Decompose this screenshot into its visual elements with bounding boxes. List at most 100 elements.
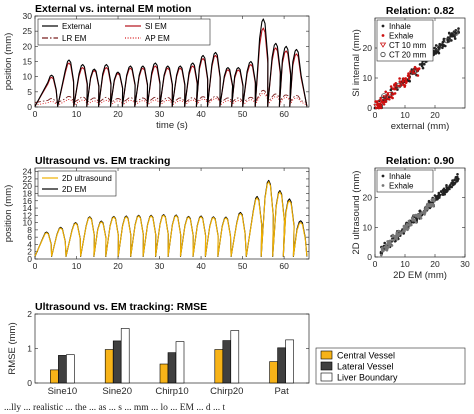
scatter-point xyxy=(432,52,436,56)
scatter-point xyxy=(402,77,405,80)
x-tick-label: 30 xyxy=(155,261,165,271)
series-line-ap-em xyxy=(34,92,308,106)
bar xyxy=(159,363,169,384)
y-tick-label: 4 xyxy=(27,239,32,249)
scatter-point xyxy=(392,85,400,91)
scatter-point xyxy=(380,253,383,257)
y-tick-label: 12 xyxy=(23,210,33,220)
y-tick-label: 0 xyxy=(27,254,32,264)
scatter-point xyxy=(453,178,457,181)
chart-title: Ultrasound vs. EM tracking xyxy=(35,155,170,167)
scatter-point xyxy=(386,240,389,243)
scatter-point xyxy=(441,43,444,47)
scatter-point xyxy=(437,191,441,195)
scatter-point xyxy=(456,173,459,176)
bar xyxy=(277,347,286,384)
chart-title: External vs. internal EM motion xyxy=(35,3,191,15)
legend-swatch xyxy=(320,361,333,371)
y-tick-label: 30 xyxy=(23,11,33,21)
legend-swatch xyxy=(320,372,333,382)
y-axis-label: 2D ultrasound (mm) xyxy=(351,171,362,255)
y-tick-label: 20 xyxy=(23,181,33,191)
scatter-point xyxy=(402,227,406,230)
scatter-point xyxy=(450,39,453,42)
x-tick-label: 0 xyxy=(373,259,378,269)
legend-label: CT 10 mm xyxy=(389,41,427,50)
x-tick-label: 0 xyxy=(33,261,38,271)
y-tick-label: 16 xyxy=(23,196,33,206)
scatter-point xyxy=(411,69,417,75)
y-tick-label: 0 xyxy=(367,252,372,262)
chart-4: Ultrasound vs. EM tracking: RMSE 0 1 2 RMSE … xyxy=(7,301,310,397)
scatter-point xyxy=(417,216,420,219)
legend-marker xyxy=(381,34,385,37)
bar xyxy=(58,355,67,384)
legend-marker xyxy=(379,42,387,48)
series-line-2d-em xyxy=(34,179,308,258)
y-tick-label: 20 xyxy=(363,43,373,53)
scatter-point xyxy=(427,199,431,203)
scatter-point xyxy=(402,232,406,235)
x-tick-label: 40 xyxy=(196,109,206,119)
scatter-point xyxy=(453,30,459,36)
scatter-point xyxy=(384,243,388,247)
legend-label: Exhale xyxy=(389,182,414,191)
scatter-point xyxy=(435,45,441,51)
scatter-point xyxy=(381,93,387,99)
scatter-point xyxy=(419,212,423,216)
series-line-external xyxy=(34,18,308,107)
bar xyxy=(50,369,59,384)
bar xyxy=(285,339,294,384)
scatter-point xyxy=(412,218,415,222)
legend-swatch xyxy=(320,350,333,360)
y-tick-label: 10 xyxy=(363,73,373,83)
scatter-point xyxy=(431,198,435,201)
scatter-point xyxy=(416,74,420,77)
x-tick-label: 60 xyxy=(279,261,289,271)
scatter-point xyxy=(384,90,388,94)
scatter-point xyxy=(379,106,383,110)
legend-box xyxy=(376,19,434,62)
scatter-point xyxy=(392,238,396,242)
legend-marker xyxy=(381,24,385,28)
x-tick-label: 50 xyxy=(238,109,248,119)
legend-label: External xyxy=(62,22,92,31)
x-tick-label: 20 xyxy=(430,110,440,120)
series-line-lr-em xyxy=(34,89,308,103)
scatter-point xyxy=(385,245,388,249)
scatter-point xyxy=(382,249,385,252)
scatter-point xyxy=(377,106,381,110)
chart-0: External vs. internal EM motion 0 5 10 15 20 2… xyxy=(3,3,310,131)
scatter-point xyxy=(410,216,414,220)
scatter-point xyxy=(442,40,445,43)
scatter-point xyxy=(423,213,426,216)
scatter-point xyxy=(403,229,406,233)
legend-box xyxy=(315,347,466,385)
legend-box xyxy=(37,18,211,46)
scatter-point xyxy=(379,251,383,255)
bar xyxy=(222,340,232,384)
scatter-point xyxy=(440,190,443,194)
scatter-point xyxy=(374,100,377,103)
scatter-point xyxy=(438,42,442,46)
series-line-2d-ultrasound xyxy=(34,181,308,257)
legend-label: 2D EM xyxy=(62,185,87,194)
scatter-point xyxy=(415,217,419,221)
x-tick-label: Pat xyxy=(274,386,289,397)
scatter-point xyxy=(384,248,388,251)
x-tick-label: Sine20 xyxy=(102,386,132,397)
x-tick-label: 60 xyxy=(279,109,289,119)
plot-frame xyxy=(374,167,466,258)
scatter-point xyxy=(444,37,450,44)
y-tick-label: 10 xyxy=(23,72,33,82)
legend-label: LR EM xyxy=(62,34,87,43)
legend-label: Liver Boundary xyxy=(337,373,398,383)
y-axis-label: SI internal (mm) xyxy=(351,29,362,97)
scatter-point xyxy=(418,63,422,66)
scatter-point xyxy=(429,204,432,208)
scatter-point xyxy=(412,214,416,217)
scatter-point xyxy=(405,80,408,83)
y-tick-label: 5 xyxy=(27,87,32,97)
scatter-point xyxy=(389,85,393,88)
